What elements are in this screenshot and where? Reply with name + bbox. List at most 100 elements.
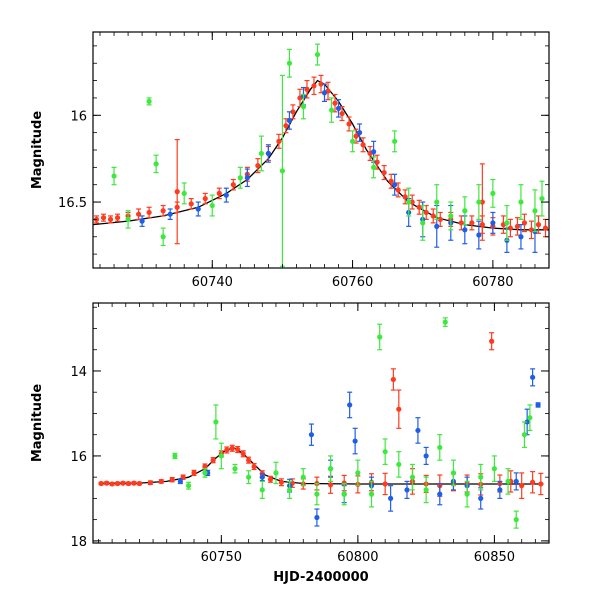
data-point: [476, 184, 482, 221]
y-tick-label: 18: [70, 535, 87, 550]
data-point: [513, 510, 519, 529]
data-point: [539, 180, 545, 217]
data-point: [415, 417, 421, 444]
data-point: [430, 208, 436, 224]
data-point: [286, 111, 293, 130]
data-point: [230, 178, 236, 191]
data-point: [147, 480, 153, 486]
data-point: [286, 480, 293, 499]
data-point: [314, 43, 321, 66]
bottom-panel: 60750 60800 60850 14 16 18 Magnitude HJD-240000…: [30, 302, 550, 585]
data-point: [276, 133, 282, 149]
data-point: [114, 480, 121, 487]
data-point: [146, 97, 152, 106]
series-1: [139, 83, 538, 253]
data-point: [478, 487, 484, 510]
data-point: [464, 480, 470, 508]
data-point: [146, 206, 152, 219]
data-point: [507, 218, 514, 238]
data-point: [356, 123, 363, 142]
data-point: [213, 404, 219, 440]
data-point: [181, 182, 187, 205]
data-point: [229, 444, 235, 452]
data-point: [114, 213, 121, 222]
data-point: [136, 480, 143, 487]
data-point: [185, 481, 192, 490]
data-point: [153, 154, 159, 174]
data-point: [314, 482, 320, 506]
data-point: [139, 215, 145, 227]
data-point: [518, 184, 524, 221]
plot-frame: [92, 302, 550, 544]
data-point: [259, 473, 265, 482]
data-point: [109, 481, 115, 487]
data-point: [125, 210, 131, 229]
data-point: [188, 197, 194, 210]
data-point: [273, 461, 279, 485]
data-point: [504, 204, 510, 241]
data-point: [392, 130, 398, 153]
data-point: [300, 93, 307, 120]
data-point: [195, 201, 201, 217]
data-point: [423, 204, 429, 221]
data-point: [476, 220, 482, 250]
data-point: [174, 138, 180, 245]
data-point: [131, 480, 137, 486]
data-point: [395, 182, 401, 198]
data-point: [167, 208, 173, 221]
series-2: [111, 43, 545, 267]
data-point: [346, 116, 352, 132]
data-point: [258, 135, 264, 172]
data-point: [521, 421, 528, 449]
data-point: [223, 187, 229, 203]
data-point: [491, 455, 497, 483]
data-point: [335, 99, 342, 118]
x-tick-label: 60750: [201, 550, 242, 565]
data-point: [209, 194, 215, 217]
x-tick-label: 60740: [192, 275, 233, 290]
data-point: [349, 130, 356, 153]
data-point: [462, 196, 468, 226]
data-point: [382, 438, 388, 466]
data-point: [191, 469, 197, 477]
top-panel: 60740 60760 60780 16 16.5 Magnitude: [30, 31, 550, 290]
data-point: [371, 156, 377, 179]
y-axis-label: Magnitude: [30, 111, 45, 190]
y-tick-label: 14: [70, 365, 87, 380]
data-point: [267, 475, 274, 483]
data-point: [542, 218, 549, 238]
data-point: [120, 480, 126, 486]
x-tick-label: 60850: [474, 550, 515, 565]
data-point: [160, 227, 166, 247]
y-tick-label: 16: [70, 109, 87, 124]
y-tick-label: 16.5: [58, 196, 87, 211]
data-point: [420, 204, 426, 241]
data-point: [382, 472, 388, 496]
data-point: [423, 476, 429, 504]
data-point: [409, 463, 416, 491]
model-curve: [98, 447, 544, 485]
data-point: [530, 471, 536, 494]
data-point: [519, 472, 525, 499]
data-point: [505, 468, 511, 495]
data-point: [353, 128, 359, 144]
data-point: [497, 480, 503, 499]
data-point: [279, 74, 286, 267]
data-point: [235, 445, 241, 454]
data-point: [390, 368, 396, 391]
series-0: [93, 74, 549, 245]
data-point: [347, 391, 353, 419]
data-point: [352, 427, 358, 455]
data-point: [224, 446, 230, 454]
data-point: [169, 476, 175, 483]
data-point: [458, 215, 464, 231]
plot-frame: [92, 31, 550, 269]
data-point: [518, 224, 524, 250]
data-point: [442, 317, 448, 327]
data-point: [527, 404, 533, 432]
series-2: [172, 317, 533, 529]
data-point: [240, 450, 246, 458]
data-point: [202, 468, 208, 478]
data-point: [111, 166, 117, 186]
